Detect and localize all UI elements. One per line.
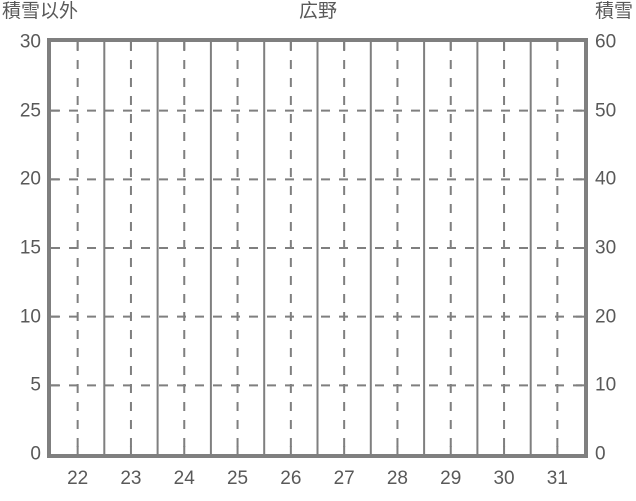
right-tick-label: 0 bbox=[595, 443, 606, 465]
left-tick-label: 20 bbox=[19, 168, 41, 190]
left-axis-tick-labels: 30 25 20 15 10 5 0 bbox=[0, 0, 41, 501]
right-tick-label: 60 bbox=[595, 31, 617, 53]
left-axis-title: 積雪以外 bbox=[2, 1, 79, 22]
chart-title: 広野 bbox=[298, 1, 337, 22]
left-tick-label: 25 bbox=[19, 100, 41, 122]
x-tick-label: 26 bbox=[280, 468, 302, 489]
right-axis-tick-labels: 60 50 40 30 20 10 0 bbox=[595, 0, 636, 501]
right-tick-label: 10 bbox=[595, 374, 617, 396]
left-tick-label: 10 bbox=[19, 306, 41, 328]
x-tick-label: 25 bbox=[226, 468, 249, 489]
x-axis-tick-labels: 22 23 24 25 26 27 28 29 30 31 bbox=[0, 469, 636, 493]
x-tick-label: 23 bbox=[120, 468, 142, 489]
right-tick-label: 30 bbox=[595, 237, 617, 259]
left-tick-label: 0 bbox=[30, 443, 41, 465]
x-tick-label: 24 bbox=[173, 468, 195, 489]
right-tick-label: 50 bbox=[595, 100, 617, 122]
x-tick-label: 28 bbox=[386, 468, 409, 489]
plot-area bbox=[47, 38, 588, 458]
left-tick-label: 30 bbox=[19, 31, 41, 53]
right-axis-title: 積雪 bbox=[594, 1, 633, 22]
left-tick-label: 5 bbox=[30, 374, 41, 396]
grid-layer bbox=[51, 42, 584, 454]
x-tick-label: 27 bbox=[333, 468, 355, 489]
x-tick-label: 31 bbox=[546, 468, 568, 489]
x-tick-label: 30 bbox=[493, 468, 515, 489]
left-tick-label: 15 bbox=[19, 237, 41, 259]
x-tick-label: 22 bbox=[67, 468, 89, 489]
x-tick-label: 29 bbox=[440, 468, 462, 489]
right-tick-label: 40 bbox=[595, 168, 617, 190]
right-tick-label: 20 bbox=[595, 306, 617, 328]
